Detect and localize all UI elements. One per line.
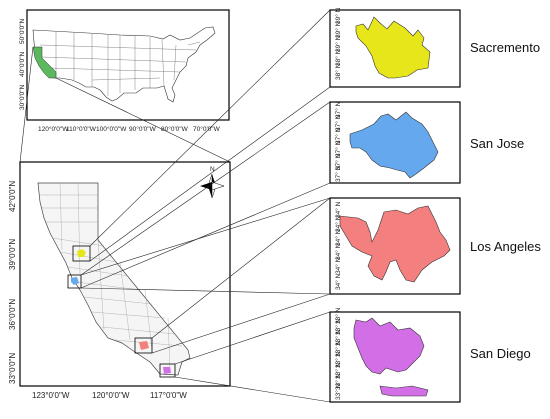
- san-diego-tick: 33° N: [334, 351, 342, 368]
- sacramento-tick: 39° N: [334, 7, 342, 24]
- sacramento-box: [72, 245, 91, 262]
- us-california-highlight: [32, 46, 57, 79]
- ca-y-tick: 42°0'0"N: [8, 181, 17, 212]
- san-jose-label: San Jose: [470, 136, 524, 151]
- los-angeles-tick: 34° N: [334, 201, 342, 218]
- us-state-lines: [39, 32, 201, 96]
- us-x-ticks: 120°0'0"W 110°0'0"W 100°0'0"W 90°0'0"W 8…: [38, 125, 221, 133]
- sacramento-tick: 39° N: [334, 35, 342, 52]
- sacramento-marker: [77, 249, 86, 257]
- san-jose-y-ticks: 37° N 37° N 37° N 37° N 37° N 37° N: [334, 101, 342, 182]
- los-angeles-tick: 34° N: [334, 257, 342, 274]
- san-diego-tick: 33° N: [334, 373, 342, 390]
- san-diego-tick: 33° N: [334, 383, 342, 400]
- us-outline: [32, 26, 216, 103]
- san-jose-tick: 37° N: [334, 165, 342, 182]
- san-diego-tick: 33° N: [334, 318, 342, 335]
- sacramento-label: Sacremento: [470, 40, 540, 55]
- california-x-ticks: 123°0'0"W 120°0'0"W 117°0'0"W: [32, 391, 187, 400]
- los-angeles-box: [134, 337, 153, 354]
- ca-y-tick: 36°0'0"N: [8, 299, 17, 330]
- california-outline: [37, 182, 191, 376]
- sacramento-y-ticks: 39° N 39° N 39° N 38° N 38° N: [334, 7, 342, 80]
- us-y-tick: 50°0'0"N: [18, 18, 26, 44]
- sacramento-panel: 39° N 39° N 39° N 38° N 38° N Sacremento: [329, 7, 540, 88]
- city-connectors: [80, 9, 331, 403]
- san-diego-y-ticks: 33° N 33° N 33° N 33° N 33° N 33° N 33° …: [334, 307, 342, 400]
- us-x-tick: 120°0'0"W: [38, 125, 69, 133]
- us-x-tick: 100°0'0"W: [96, 125, 127, 133]
- us-x-tick: 70°0'0"W: [193, 125, 221, 133]
- north-arrow: N: [200, 166, 225, 199]
- los-angeles-y-ticks: 34° N 34° N 34° N 34° N 34° N 34° N: [334, 201, 342, 290]
- us-y-tick: 30°0'0"N: [18, 84, 26, 110]
- san-jose-tick: 37° N: [334, 140, 342, 157]
- san-diego-south-shape: [379, 385, 429, 397]
- san-diego-label: San Diego: [470, 346, 531, 361]
- los-angeles-marker: [139, 341, 149, 350]
- san-jose-shape: [349, 111, 439, 179]
- los-angeles-label: Los Angeles: [470, 239, 541, 254]
- san-diego-tick: 33° N: [334, 340, 342, 357]
- us-y-tick: 40°0'0"N: [18, 51, 26, 77]
- san-diego-tick: 33° N: [334, 307, 342, 324]
- us-x-tick: 80°0'0"W: [161, 125, 189, 133]
- san-diego-tick: 33° N: [334, 329, 342, 346]
- sacramento-shape: [355, 16, 431, 79]
- sacramento-tick: 39° N: [334, 21, 342, 38]
- california-county-lines: [40, 182, 183, 371]
- los-angeles-panel: 34° N 34° N 34° N 34° N 34° N 34° N Los …: [329, 197, 541, 295]
- north-label: N: [210, 166, 215, 173]
- los-angeles-tick: 34° N: [334, 229, 342, 246]
- san-diego-box: [159, 363, 176, 378]
- ca-y-tick: 39°0'0"N: [8, 239, 17, 270]
- california-y-ticks: 42°0'0"N 39°0'0"N 36°0'0"N 33°0'0"N: [8, 181, 17, 384]
- san-jose-tick: 37° N: [334, 114, 342, 131]
- us-x-tick: 90°0'0"W: [129, 125, 157, 133]
- san-jose-tick: 37° N: [334, 101, 342, 118]
- san-diego-panel: 33° N 33° N 33° N 33° N 33° N 33° N 33° …: [329, 307, 531, 403]
- san-jose-box: [67, 274, 82, 289]
- us-y-ticks: 50°0'0"N 40°0'0"N 30°0'0"N: [18, 18, 26, 110]
- san-jose-marker: [71, 277, 79, 285]
- ca-y-tick: 33°0'0"N: [8, 353, 17, 384]
- california-map-panel: N 123°0'0"W 120°0'0"W 117°0'0"W 42°0'0"N…: [8, 161, 231, 400]
- los-angeles-shape: [339, 205, 451, 283]
- san-jose-panel: 37° N 37° N 37° N 37° N 37° N 37° N San …: [329, 101, 524, 184]
- los-angeles-tick: 34° N: [334, 243, 342, 260]
- sacramento-tick: 38° N: [334, 49, 342, 66]
- san-jose-tick: 37° N: [334, 127, 342, 144]
- ca-x-tick: 117°0'0"W: [150, 391, 187, 400]
- us-to-ca-connectors: [19, 46, 231, 163]
- us-x-tick: 110°0'0"W: [66, 125, 97, 133]
- ca-x-tick: 120°0'0"W: [92, 391, 130, 400]
- ca-x-tick: 123°0'0"W: [32, 391, 70, 400]
- san-jose-tick: 37° N: [334, 153, 342, 170]
- los-angeles-tick: 34° N: [334, 273, 342, 290]
- us-map-panel: 120°0'0"W 110°0'0"W 100°0'0"W 90°0'0"W 8…: [18, 9, 230, 133]
- sacramento-tick: 38° N: [334, 63, 342, 80]
- san-diego-shape: [353, 317, 425, 375]
- san-diego-marker: [163, 367, 171, 374]
- los-angeles-tick: 34° N: [334, 215, 342, 232]
- san-diego-tick: 33° N: [334, 362, 342, 379]
